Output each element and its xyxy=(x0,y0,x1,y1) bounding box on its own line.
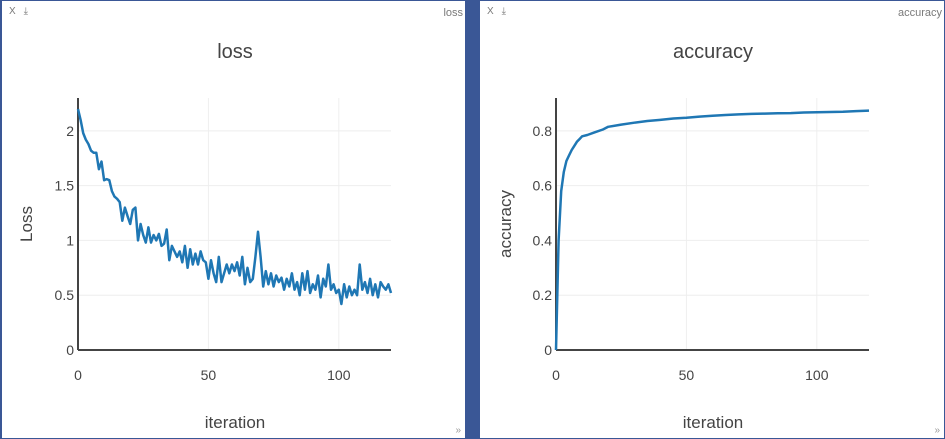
x-tick-label: 50 xyxy=(679,367,695,383)
y-tick-label: 0 xyxy=(66,342,74,358)
x-tick-label: 100 xyxy=(327,367,351,383)
x-tick-label: 0 xyxy=(552,367,560,383)
x-tick-label: 50 xyxy=(201,367,217,383)
close-icon[interactable]: X xyxy=(487,6,494,17)
y-axis-title: accuracy xyxy=(496,189,515,258)
x-tick-label: 0 xyxy=(74,367,82,383)
pane-label: loss xyxy=(443,7,463,19)
y-tick-label: 2 xyxy=(66,123,74,139)
chart-title: accuracy xyxy=(673,41,753,63)
download-icon[interactable]: ⤓ xyxy=(501,6,507,17)
pane-divider xyxy=(466,0,478,439)
series-line xyxy=(554,109,870,351)
y-tick-label: 0.4 xyxy=(533,232,553,248)
y-axis-title: Loss xyxy=(17,206,36,242)
chart-title: loss xyxy=(217,41,253,63)
accuracy-chart: 0 0.2 0.4 0.6 0.8 0 50 100 accuracy iteration accu… xyxy=(496,41,870,432)
pane-controls: X ⤓ xyxy=(9,6,28,17)
loss-pane: X ⤓ loss » 0 0.5 1 1.5 2 0 50 100 loss iteration L… xyxy=(0,0,469,439)
y-tick-label: 0.2 xyxy=(533,287,553,303)
y-tick-label: 0 xyxy=(544,342,552,358)
x-tick-label: 100 xyxy=(805,367,829,383)
x-axis-title: iteration xyxy=(205,413,265,432)
x-axis-title: iteration xyxy=(683,413,743,432)
y-tick-label: 0.8 xyxy=(533,123,553,139)
y-tick-label: 1 xyxy=(66,232,74,248)
accuracy-pane: X ⤓ accuracy » 0 0.2 0.4 0.6 0.8 0 50 100 accura… xyxy=(478,0,945,439)
resize-handle-icon[interactable]: » xyxy=(934,425,940,436)
series-line xyxy=(76,108,393,306)
y-tick-label: 0.6 xyxy=(533,178,553,194)
pane-controls: X ⤓ xyxy=(487,6,506,17)
resize-handle-icon[interactable]: » xyxy=(455,425,461,436)
pane-label: accuracy xyxy=(897,7,942,19)
y-tick-label: 0.5 xyxy=(55,287,75,303)
close-icon[interactable]: X xyxy=(9,6,16,17)
download-icon[interactable]: ⤓ xyxy=(23,6,29,17)
y-tick-label: 1.5 xyxy=(55,178,75,194)
loss-chart: 0 0.5 1 1.5 2 0 50 100 loss iteration Loss xyxy=(17,41,393,432)
